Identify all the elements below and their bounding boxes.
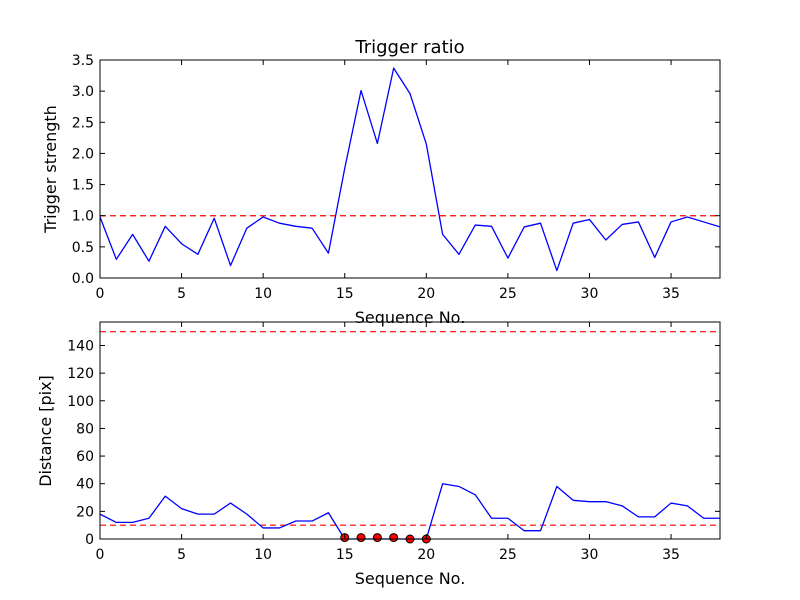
distance-axes-frame — [99, 321, 721, 540]
trigger-ratio-xtick-label: 35 — [662, 286, 680, 302]
trigger-ratio-ylabel: Trigger strength — [41, 105, 60, 234]
distance-xtick-label: 30 — [581, 547, 599, 563]
distance-xtick-label: 5 — [177, 547, 186, 563]
distance-ytick-label: 20 — [76, 504, 94, 520]
distance-ytick-label: 120 — [67, 366, 94, 382]
distance-xtick-label: 20 — [417, 547, 435, 563]
trigger-ratio-series-line-0 — [99, 67, 721, 272]
distance-xtick-label: 10 — [254, 547, 272, 563]
trigger-ratio-title: Trigger ratio — [354, 37, 464, 58]
distance-marker-point — [356, 533, 366, 543]
distance-ytick-label: 0 — [85, 532, 94, 548]
trigger-ratio-xtick-label: 0 — [96, 286, 105, 302]
distance-xtick-label: 35 — [662, 547, 680, 563]
trigger-ratio-xtick-label: 15 — [336, 286, 354, 302]
trigger-ratio-ytick-label: 0.5 — [72, 240, 94, 256]
trigger-ratio-ytick-label: 3.5 — [72, 53, 94, 69]
distance-xtick-label: 0 — [96, 547, 105, 563]
trigger-ratio-xtick-label: 25 — [499, 286, 517, 302]
distance-xtick-label: 15 — [336, 547, 354, 563]
distance-ytick-label: 80 — [76, 421, 94, 437]
distance-xtick-label: 25 — [499, 547, 517, 563]
trigger-ratio-xtick-label: 20 — [417, 286, 435, 302]
distance-marker-point — [389, 533, 399, 543]
distance-subplot: Distance [pix] Sequence No. 0 5 10 15 20 25 30… — [36, 321, 721, 588]
trigger-ratio-ytick-label: 1.0 — [72, 209, 94, 225]
trigger-ratio-xlabel: Sequence No. — [355, 308, 466, 327]
distance-ytick-label: 40 — [76, 477, 94, 493]
trigger-ratio-axes-frame — [99, 59, 721, 279]
distance-ytick-label: 140 — [67, 338, 94, 354]
distance-ytick-label: 60 — [76, 449, 94, 465]
distance-xlabel: Sequence No. — [355, 569, 466, 588]
trigger-ratio-ytick-label: 3.0 — [72, 84, 94, 100]
distance-ytick-label: 100 — [67, 394, 94, 410]
trigger-ratio-ytick-label: 2.0 — [72, 146, 94, 162]
trigger-ratio-ytick-label: 1.5 — [72, 178, 94, 194]
distance-marker-point — [372, 533, 382, 543]
trigger-ratio-xtick-label: 5 — [177, 286, 186, 302]
trigger-ratio-xtick-label: 10 — [254, 286, 272, 302]
trigger-ratio-ytick-label: 0.0 — [72, 271, 94, 287]
distance-ylabel: Distance [pix] — [36, 375, 55, 487]
trigger-ratio-xtick-label: 30 — [581, 286, 599, 302]
trigger-ratio-ytick-label: 2.5 — [72, 115, 94, 131]
